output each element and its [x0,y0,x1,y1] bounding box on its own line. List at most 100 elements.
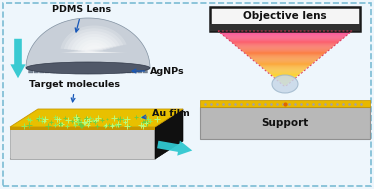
Polygon shape [238,47,332,48]
Polygon shape [85,45,104,53]
Polygon shape [64,28,125,53]
Polygon shape [94,57,98,73]
Polygon shape [248,56,322,57]
Polygon shape [77,40,111,53]
Polygon shape [245,53,325,54]
Polygon shape [257,63,313,64]
Polygon shape [155,109,183,159]
Polygon shape [99,57,104,73]
Polygon shape [74,37,114,53]
Polygon shape [232,42,338,43]
Polygon shape [28,57,33,73]
Polygon shape [247,55,323,56]
Polygon shape [221,34,349,35]
Polygon shape [132,57,137,73]
Bar [210,24,360,31]
Polygon shape [45,57,49,73]
Polygon shape [239,48,331,49]
Polygon shape [276,79,294,80]
Polygon shape [67,57,71,73]
Polygon shape [219,32,351,33]
Polygon shape [34,57,39,73]
Polygon shape [263,68,307,69]
Polygon shape [264,69,306,70]
Text: Target molecules: Target molecules [30,80,120,102]
Polygon shape [266,70,304,71]
Polygon shape [10,127,155,130]
Polygon shape [272,75,298,76]
Text: Objective lens: Objective lens [243,11,327,21]
Polygon shape [230,41,340,42]
Polygon shape [72,57,77,73]
FancyArrowPatch shape [157,141,192,156]
Polygon shape [283,84,287,85]
Polygon shape [284,85,286,86]
Ellipse shape [272,75,298,93]
Polygon shape [60,26,128,53]
Polygon shape [249,57,321,58]
Polygon shape [121,57,126,73]
Polygon shape [81,42,107,53]
Polygon shape [83,57,88,73]
Polygon shape [235,45,335,46]
Polygon shape [138,57,142,73]
Text: Au film: Au film [142,109,190,119]
Polygon shape [116,57,120,73]
Polygon shape [228,39,342,40]
Polygon shape [105,57,109,73]
Polygon shape [280,82,289,83]
Polygon shape [10,109,183,127]
Polygon shape [229,40,341,41]
Polygon shape [260,66,310,67]
Polygon shape [252,59,318,60]
Polygon shape [279,81,291,82]
Polygon shape [223,35,347,36]
Polygon shape [274,77,296,78]
Polygon shape [275,78,295,79]
Polygon shape [56,57,60,73]
Polygon shape [267,71,303,72]
Polygon shape [39,57,44,73]
Polygon shape [258,64,312,65]
Polygon shape [110,57,115,73]
Polygon shape [277,80,293,81]
Polygon shape [233,43,337,44]
Bar [210,7,360,31]
Polygon shape [220,33,350,34]
Polygon shape [234,44,336,45]
Text: PDMS Lens: PDMS Lens [52,5,111,32]
FancyArrowPatch shape [10,39,26,78]
Polygon shape [50,57,55,73]
Polygon shape [226,37,344,38]
Ellipse shape [26,62,150,74]
Text: AgNPs: AgNPs [132,67,185,75]
Polygon shape [143,57,147,73]
Polygon shape [67,31,121,53]
Bar [200,107,370,139]
Polygon shape [10,127,155,159]
Polygon shape [270,74,300,75]
Text: Support: Support [261,118,309,128]
Polygon shape [246,54,324,55]
Polygon shape [268,72,302,73]
Polygon shape [282,83,288,84]
Polygon shape [256,62,314,63]
Polygon shape [26,18,150,68]
Polygon shape [273,76,297,77]
Polygon shape [71,34,118,53]
Polygon shape [127,57,131,73]
Polygon shape [227,38,343,39]
Bar [200,100,370,107]
Polygon shape [255,61,315,62]
Polygon shape [225,36,345,37]
Polygon shape [243,51,327,52]
Polygon shape [259,65,311,66]
Polygon shape [269,73,301,74]
Polygon shape [242,50,328,51]
Polygon shape [250,58,320,59]
Polygon shape [254,60,316,61]
Polygon shape [10,141,183,159]
Polygon shape [240,49,329,50]
Polygon shape [218,31,352,32]
Polygon shape [61,57,66,73]
